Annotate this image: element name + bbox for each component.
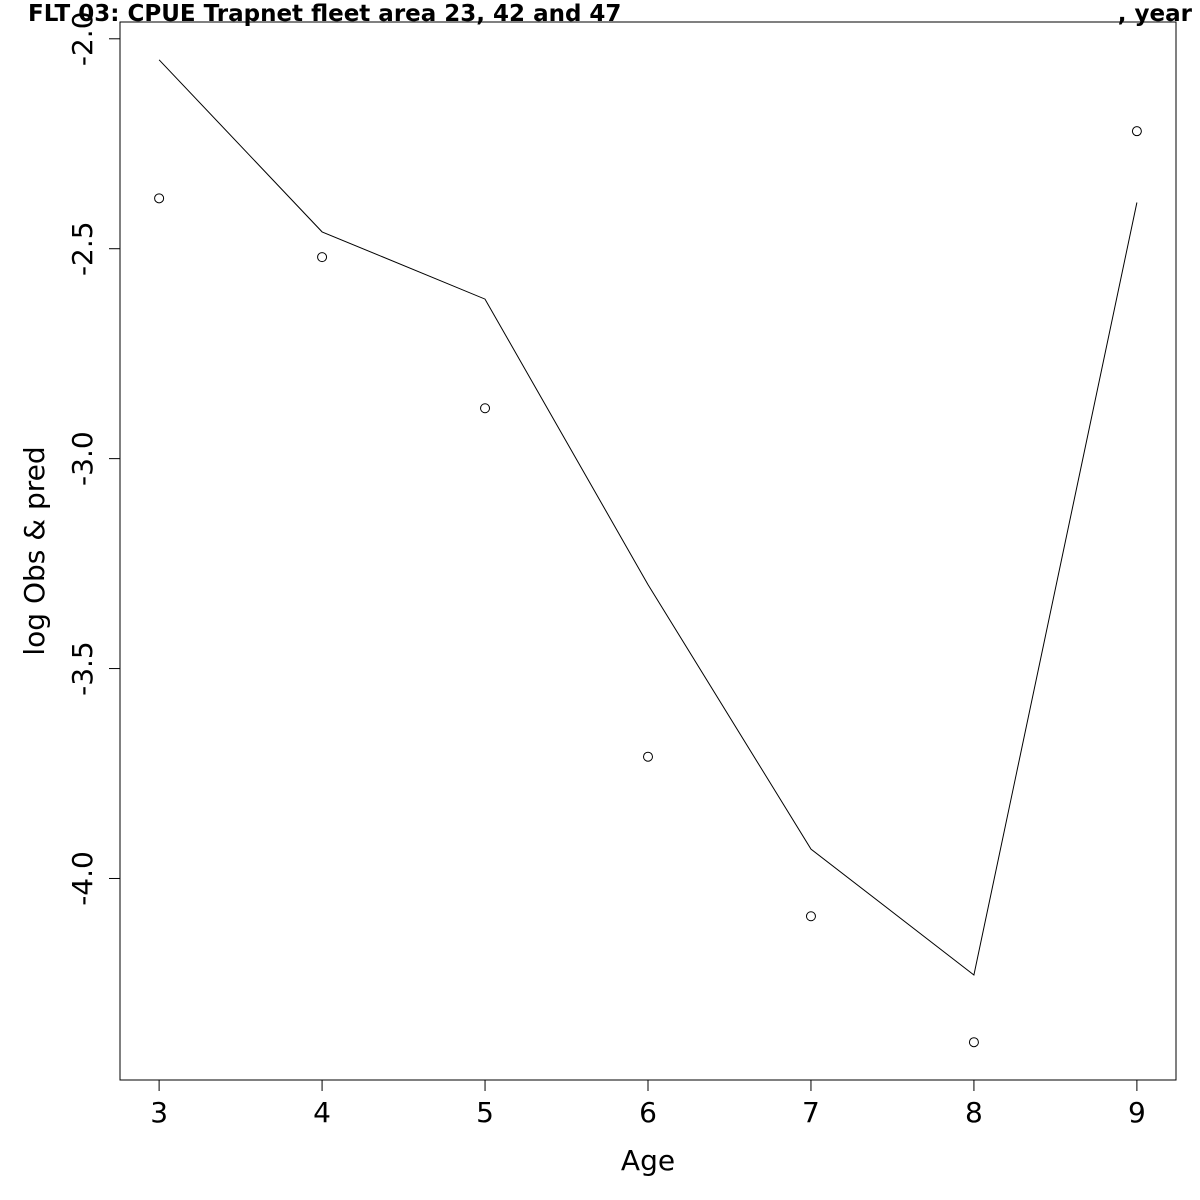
- observed-point: [643, 751, 653, 762]
- y-tick-label: -2.0: [66, 11, 99, 66]
- plot-layer: [154, 59, 1142, 1048]
- observed-point: [317, 252, 328, 263]
- observed-point: [480, 403, 491, 414]
- x-tick-label: 3: [150, 1096, 168, 1129]
- x-tick-label: 8: [965, 1096, 983, 1129]
- observed-point: [154, 193, 165, 204]
- y-tick-label: -3.5: [66, 641, 99, 696]
- y-axis-title: log Obs & pred: [18, 446, 51, 655]
- y-tick-label: -4.0: [66, 851, 99, 906]
- x-axis: 3 4 5 6 7 8 9: [150, 1080, 1146, 1129]
- x-tick-label: 4: [313, 1096, 331, 1129]
- observed-point: [1131, 126, 1142, 137]
- x-tick-label: 7: [802, 1096, 820, 1129]
- y-axis: -2.0 -2.5 -3.0 -3.5 -4.0: [66, 11, 120, 906]
- x-tick-label: 6: [639, 1096, 657, 1129]
- x-tick-label: 5: [476, 1096, 494, 1129]
- y-tick-label: -2.5: [66, 221, 99, 276]
- x-axis-title: Age: [621, 1144, 675, 1177]
- predicted-line: [158, 59, 1138, 976]
- x-tick-label: 9: [1128, 1096, 1146, 1129]
- chart-title-suffix: , year: [1118, 1, 1193, 27]
- y-tick-label: -3.0: [66, 431, 99, 486]
- observed-point: [805, 911, 816, 922]
- observed-point: [968, 1037, 979, 1048]
- chart-title: FLT 03: CPUE Trapnet fleet area 23, 42 a…: [28, 1, 621, 27]
